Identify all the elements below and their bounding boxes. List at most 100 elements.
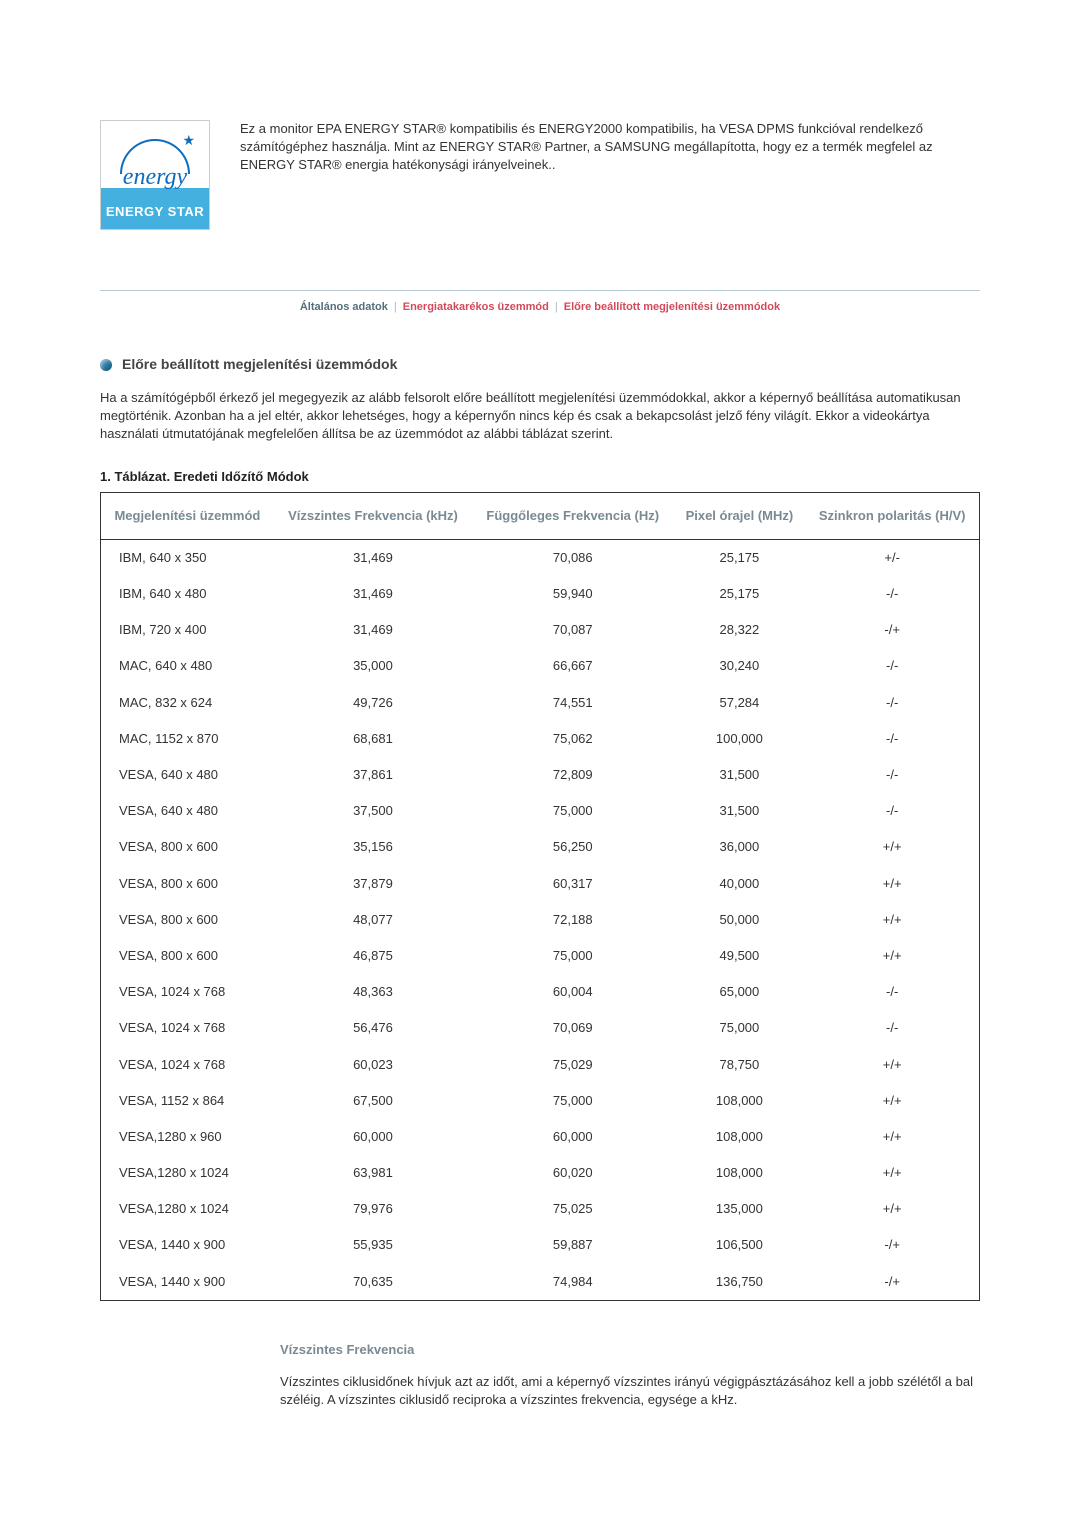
table-cell: 49,500 [673,938,805,974]
table-cell: 60,000 [472,1119,673,1155]
table-cell: 72,188 [472,902,673,938]
table-cell: 70,087 [472,612,673,648]
table-row: VESA, 640 x 48037,50075,00031,500-/- [101,793,980,829]
table-row: VESA, 640 x 48037,86172,80931,500-/- [101,757,980,793]
table-cell: 28,322 [673,612,805,648]
table-cell: 31,469 [274,539,472,576]
tab-separator: | [553,301,560,313]
table-cell: 25,175 [673,539,805,576]
table-cell: -/- [805,1010,979,1046]
table-cell: 36,000 [673,829,805,865]
table-cell: 25,175 [673,576,805,612]
table-cell: 79,976 [274,1191,472,1227]
table-cell: 55,935 [274,1227,472,1263]
table-row: IBM, 720 x 40031,46970,08728,322-/+ [101,612,980,648]
table-cell: 66,667 [472,648,673,684]
table-cell: -/- [805,648,979,684]
definition-block: Vízszintes Frekvencia Vízszintes ciklusi… [100,1341,980,1410]
table-cell: VESA, 800 x 600 [101,902,274,938]
table-row: VESA, 800 x 60037,87960,31740,000+/+ [101,866,980,902]
table-cell: 60,317 [472,866,673,902]
table-cell: VESA,1280 x 960 [101,1119,274,1155]
table-header-cell: Szinkron polaritás (H/V) [805,492,979,539]
table-cell: 60,023 [274,1047,472,1083]
table-cell: -/- [805,757,979,793]
table-cell: VESA,1280 x 1024 [101,1155,274,1191]
table-cell: 74,984 [472,1264,673,1301]
table-cell: IBM, 720 x 400 [101,612,274,648]
table-cell: VESA, 1152 x 864 [101,1083,274,1119]
table-cell: MAC, 1152 x 870 [101,721,274,757]
table-cell: VESA, 800 x 600 [101,938,274,974]
table-cell: +/+ [805,1083,979,1119]
table-row: VESA,1280 x 96060,00060,000108,000+/+ [101,1119,980,1155]
table-cell: +/+ [805,829,979,865]
table-cell: VESA, 1440 x 900 [101,1227,274,1263]
table-cell: 37,500 [274,793,472,829]
table-cell: 75,000 [472,1083,673,1119]
table-cell: 108,000 [673,1155,805,1191]
table-cell: 72,809 [472,757,673,793]
table-cell: +/+ [805,1047,979,1083]
table-cell: 75,000 [472,938,673,974]
table-cell: +/+ [805,866,979,902]
table-row: MAC, 832 x 62449,72674,55157,284-/- [101,685,980,721]
logo-label-text: ENERGY STAR [106,203,204,221]
section-body: Ha a számítógépből érkező jel megegyezik… [100,389,980,444]
bullet-icon [100,359,112,371]
table-cell: 46,875 [274,938,472,974]
table-cell: 60,000 [274,1119,472,1155]
table-title: 1. Táblázat. Eredeti Időzítő Módok [100,468,980,486]
table-cell: VESA, 640 x 480 [101,793,274,829]
table-row: VESA,1280 x 102463,98160,020108,000+/+ [101,1155,980,1191]
table-cell: 68,681 [274,721,472,757]
table-cell: 57,284 [673,685,805,721]
section-title: Előre beállított megjelenítési üzemmódok [122,355,397,375]
table-cell: 50,000 [673,902,805,938]
table-cell: VESA, 640 x 480 [101,757,274,793]
table-cell: +/+ [805,1191,979,1227]
table-cell: -/- [805,576,979,612]
logo-star-icon: ★ [182,131,195,151]
table-cell: 40,000 [673,866,805,902]
table-cell: 78,750 [673,1047,805,1083]
table-cell: VESA, 800 x 600 [101,866,274,902]
table-cell: VESA, 1024 x 768 [101,1047,274,1083]
timing-table: Megjelenítési üzemmódVízszintes Frekvenc… [100,492,980,1301]
table-cell: 75,000 [472,793,673,829]
intro-section: ★ energy ENERGY STAR Ez a monitor EPA EN… [100,120,980,230]
tab-item[interactable]: Energiatakarékos üzemmód [399,301,553,313]
table-cell: 75,062 [472,721,673,757]
table-row: VESA, 800 x 60046,87575,00049,500+/+ [101,938,980,974]
table-row: VESA, 1024 x 76860,02375,02978,750+/+ [101,1047,980,1083]
table-cell: 59,887 [472,1227,673,1263]
table-cell: 65,000 [673,974,805,1010]
table-cell: IBM, 640 x 350 [101,539,274,576]
table-row: MAC, 640 x 48035,00066,66730,240-/- [101,648,980,684]
table-cell: 63,981 [274,1155,472,1191]
table-cell: 136,750 [673,1264,805,1301]
table-cell: VESA, 800 x 600 [101,829,274,865]
table-cell: 48,077 [274,902,472,938]
energy-star-logo: ★ energy ENERGY STAR [100,120,210,230]
table-row: VESA, 800 x 60048,07772,18850,000+/+ [101,902,980,938]
section-header: Előre beállított megjelenítési üzemmódok [100,355,980,375]
table-cell: VESA, 1440 x 900 [101,1264,274,1301]
tab-item[interactable]: Előre beállított megjelenítési üzemmódok [560,301,784,313]
table-cell: -/+ [805,1227,979,1263]
table-cell: +/+ [805,1119,979,1155]
table-cell: 31,469 [274,576,472,612]
table-cell: 75,025 [472,1191,673,1227]
table-cell: 108,000 [673,1119,805,1155]
table-cell: -/- [805,685,979,721]
table-row: VESA, 1024 x 76856,47670,06975,000-/- [101,1010,980,1046]
table-cell: VESA,1280 x 1024 [101,1191,274,1227]
table-row: VESA, 1152 x 86467,50075,000108,000+/+ [101,1083,980,1119]
table-cell: 59,940 [472,576,673,612]
table-cell: MAC, 832 x 624 [101,685,274,721]
table-cell: 48,363 [274,974,472,1010]
table-header-cell: Pixel órajel (MHz) [673,492,805,539]
table-cell: 37,879 [274,866,472,902]
table-cell: 30,240 [673,648,805,684]
tab-bar: Általános adatok|Energiatakarékos üzemmó… [100,290,980,315]
